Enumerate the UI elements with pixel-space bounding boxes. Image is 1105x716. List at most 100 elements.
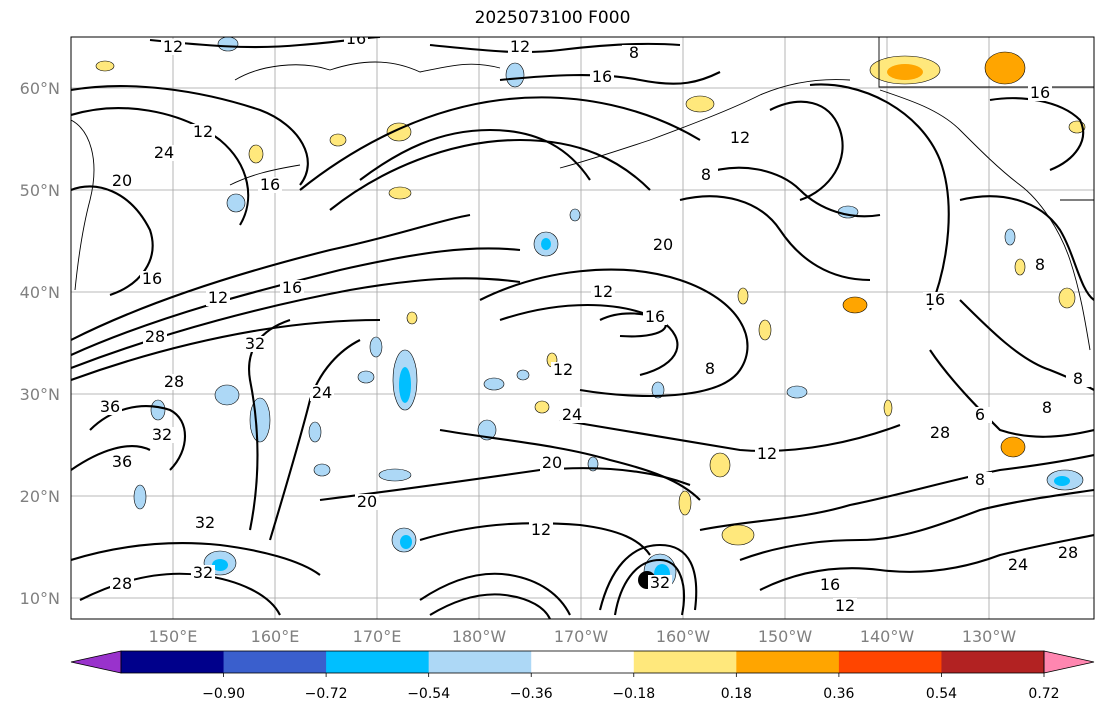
positive-shade [386, 122, 412, 142]
contour-label-bg [243, 336, 267, 352]
colorbar-segment [531, 651, 635, 673]
colorbar-segment [838, 651, 942, 673]
positive-shade [534, 400, 550, 414]
contour-label-bg [560, 407, 584, 423]
contour-label: 24 [312, 383, 332, 402]
longitude-label: 150°E [149, 627, 198, 646]
longitude-label: 170°E [353, 627, 402, 646]
colorbar-tick-labels: −0.90 −0.72 −0.54 −0.36 −0.18 0.18 0.36 0.54 0.7… [202, 673, 1060, 702]
contour-line [989, 97, 1085, 171]
negative-shade [541, 238, 551, 250]
negative-shade [399, 367, 411, 403]
contour-label-bg [818, 577, 842, 593]
contour-label-bg [280, 280, 304, 296]
contour-label: 6 [975, 405, 985, 424]
contour-label-bg [591, 284, 615, 300]
colorbar-segment [326, 651, 430, 673]
contour-label-bg [1056, 545, 1080, 561]
negative-shade [505, 62, 525, 88]
contour-label-bg [1035, 400, 1059, 416]
contour-label-bg [551, 362, 575, 378]
contour-label: 16 [142, 269, 162, 288]
contour-label: 28 [164, 372, 184, 391]
contour-label-bg [161, 39, 185, 55]
negative-shade [133, 484, 147, 510]
contour-label-bg [648, 575, 672, 591]
contour-label: 8 [705, 359, 715, 378]
negative-shade [651, 381, 665, 399]
contour-label-bg [923, 292, 947, 308]
colorbar-extend-min [70, 650, 122, 674]
contour-line [679, 195, 871, 282]
coastline [879, 89, 1091, 351]
contour-label: 28 [1058, 543, 1078, 562]
contour-label-bg [355, 494, 379, 510]
contour-label-bg [193, 515, 217, 531]
plot-frame [70, 36, 1095, 620]
contour-line [71, 107, 250, 226]
contour-label-bg [344, 37, 368, 47]
positive-shade [883, 399, 893, 417]
contour-label: 12 [193, 122, 213, 141]
colorbar-tick-label: −0.18 [612, 686, 655, 702]
contour-line [439, 428, 701, 501]
contour-label: 16 [346, 29, 366, 48]
contour-line [699, 166, 881, 218]
longitude-label: 160°W [656, 627, 711, 646]
colorbar-segment [223, 651, 327, 673]
contour-label-bg [162, 374, 186, 390]
contour-label-bg [508, 39, 532, 55]
negative-shade [308, 421, 322, 443]
positive-shade [758, 319, 772, 341]
contour-line [699, 453, 1094, 532]
contour-lines [71, 37, 1094, 619]
negative-shade [313, 463, 331, 477]
contour-line [71, 213, 471, 341]
contour-label-bg [833, 598, 857, 614]
contour-label-bg [1028, 85, 1052, 101]
positive-shade [685, 95, 715, 113]
contour-label-bg [540, 455, 564, 471]
negative-shade [1054, 476, 1070, 486]
contour-label-bg [728, 130, 752, 146]
positive-shade [1000, 436, 1026, 458]
negative-shade [357, 370, 375, 384]
contour-label: 16 [1030, 83, 1050, 102]
contour-line [71, 542, 321, 576]
contour-label: 20 [112, 171, 132, 190]
negative-shade [1004, 228, 1016, 246]
latitude-label: 60°N [20, 79, 60, 98]
negative-shade [483, 377, 505, 391]
positive-shade [984, 51, 1026, 85]
colorbar-tick-label: −0.90 [202, 686, 245, 702]
contour-label: 12 [730, 128, 750, 147]
contour-label: 16 [282, 278, 302, 297]
contour-label: 16 [925, 290, 945, 309]
colorbar-segment [428, 651, 532, 673]
contour-line [759, 533, 1094, 591]
contour-label: 8 [701, 165, 711, 184]
contour-label-bg [968, 472, 992, 488]
coastlines [71, 37, 1094, 351]
contour-line [71, 185, 154, 296]
contour-line [769, 100, 844, 201]
negative-shade [477, 419, 497, 441]
contour-label: 12 [593, 282, 613, 301]
contour-line [71, 445, 151, 471]
positive-shade [737, 287, 749, 305]
contour-label: 32 [195, 513, 215, 532]
negative-shade [378, 468, 412, 482]
contour-label: 16 [820, 575, 840, 594]
latitude-label: 30°N [20, 385, 60, 404]
contour-label: 20 [357, 492, 377, 511]
positive-shade [678, 490, 692, 516]
contour-line [319, 467, 691, 502]
contour-line [598, 543, 698, 611]
contour-label-bg [150, 427, 174, 443]
colorbar-tick-label: 0.18 [721, 686, 752, 702]
negative-shade [217, 37, 239, 52]
shaded-field [95, 37, 1086, 591]
contour-label: 32 [650, 573, 670, 592]
colorbar [70, 650, 1095, 674]
